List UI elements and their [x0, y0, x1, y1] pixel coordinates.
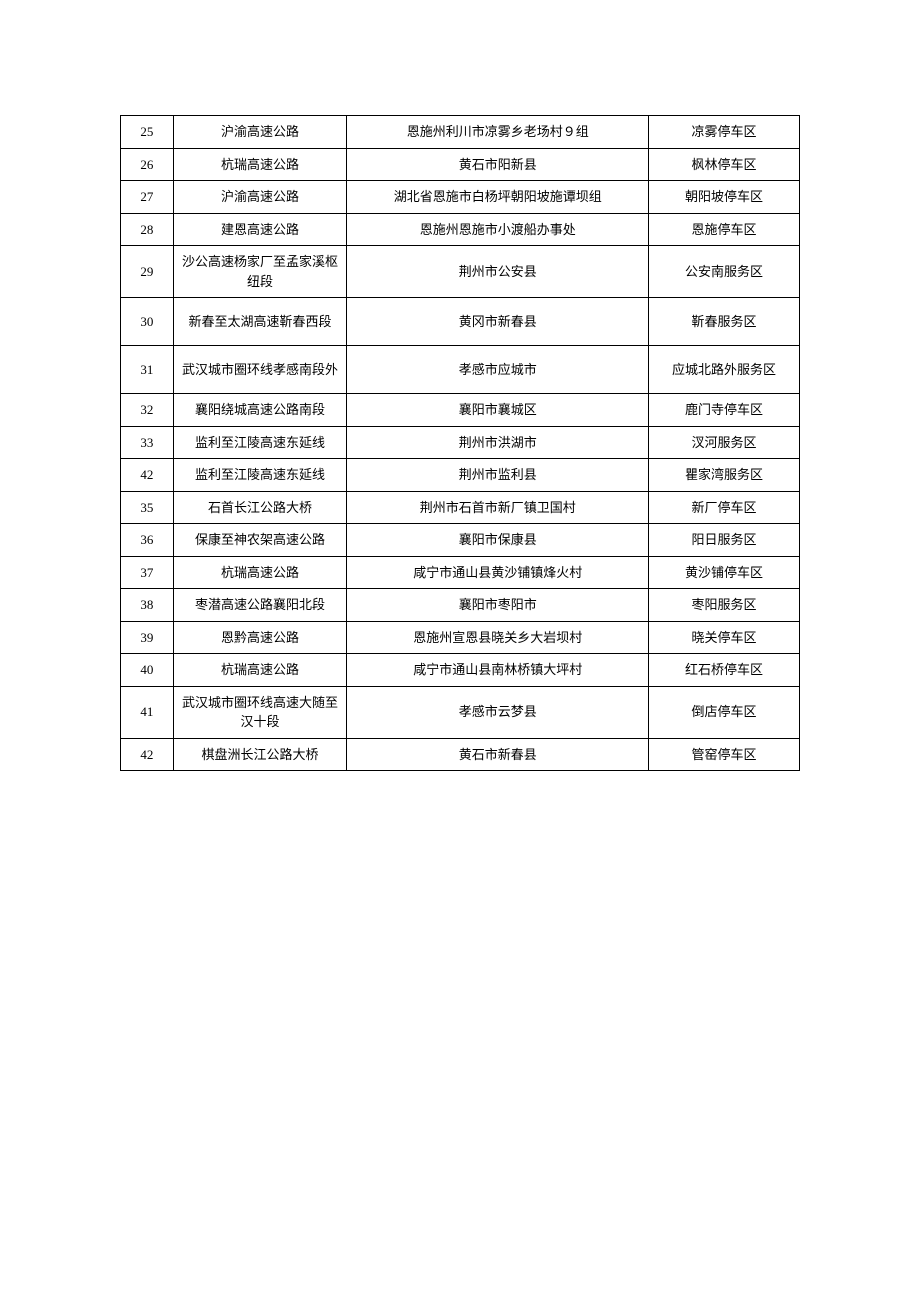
service-area-name: 凉雾停车区	[649, 116, 800, 149]
service-area-name: 朝阳坡停车区	[649, 181, 800, 214]
table-row: 28建恩高速公路恩施州恩施市小渡船办事处恩施停车区	[121, 213, 800, 246]
location: 襄阳市襄城区	[347, 394, 649, 427]
service-area-name: 靳春服务区	[649, 298, 800, 346]
road-name: 沙公高速杨家厂至孟家溪枢纽段	[173, 246, 347, 298]
service-area-name: 晓关停车区	[649, 621, 800, 654]
road-name: 杭瑞高速公路	[173, 556, 347, 589]
row-number: 25	[121, 116, 174, 149]
table-row: 38枣潜高速公路襄阳北段襄阳市枣阳市枣阳服务区	[121, 589, 800, 622]
service-area-name: 黄沙铺停车区	[649, 556, 800, 589]
service-area-name: 红石桥停车区	[649, 654, 800, 687]
road-name: 恩黔高速公路	[173, 621, 347, 654]
road-name: 监利至江陵高速东延线	[173, 426, 347, 459]
road-name: 襄阳绕城高速公路南段	[173, 394, 347, 427]
service-area-name: 应城北路外服务区	[649, 346, 800, 394]
row-number: 30	[121, 298, 174, 346]
location: 孝感市云梦县	[347, 686, 649, 738]
table-row: 29沙公高速杨家厂至孟家溪枢纽段荆州市公安县公安南服务区	[121, 246, 800, 298]
table-row: 35石首长江公路大桥荆州市石首市新厂镇卫国村新厂停车区	[121, 491, 800, 524]
location: 咸宁市通山县黄沙铺镇烽火村	[347, 556, 649, 589]
location: 湖北省恩施市白杨坪朝阳坡施谭坝组	[347, 181, 649, 214]
location: 黄石市阳新县	[347, 148, 649, 181]
road-name: 保康至神农架高速公路	[173, 524, 347, 557]
row-number: 35	[121, 491, 174, 524]
service-area-name: 瞿家湾服务区	[649, 459, 800, 492]
road-name: 武汉城市圈环线高速大随至汉十段	[173, 686, 347, 738]
location: 荆州市公安县	[347, 246, 649, 298]
road-name: 棋盘洲长江公路大桥	[173, 738, 347, 771]
table-row: 33监利至江陵高速东延线荆州市洪湖市汊河服务区	[121, 426, 800, 459]
service-area-name: 枣阳服务区	[649, 589, 800, 622]
table-row: 39恩黔高速公路恩施州宣恩县晓关乡大岩坝村晓关停车区	[121, 621, 800, 654]
road-name: 杭瑞高速公路	[173, 654, 347, 687]
road-name: 沪渝高速公路	[173, 116, 347, 149]
location: 荆州市石首市新厂镇卫国村	[347, 491, 649, 524]
table-row: 31武汉城市圈环线孝感南段外孝感市应城市应城北路外服务区	[121, 346, 800, 394]
service-area-name: 汊河服务区	[649, 426, 800, 459]
table-row: 27沪渝高速公路湖北省恩施市白杨坪朝阳坡施谭坝组朝阳坡停车区	[121, 181, 800, 214]
row-number: 27	[121, 181, 174, 214]
location: 襄阳市保康县	[347, 524, 649, 557]
service-area-name: 公安南服务区	[649, 246, 800, 298]
row-number: 33	[121, 426, 174, 459]
table-row: 25沪渝高速公路恩施州利川市凉雾乡老场村９组凉雾停车区	[121, 116, 800, 149]
row-number: 40	[121, 654, 174, 687]
location: 荆州市洪湖市	[347, 426, 649, 459]
location: 孝感市应城市	[347, 346, 649, 394]
road-name: 石首长江公路大桥	[173, 491, 347, 524]
road-name: 监利至江陵高速东延线	[173, 459, 347, 492]
service-area-table: 25沪渝高速公路恩施州利川市凉雾乡老场村９组凉雾停车区26杭瑞高速公路黄石市阳新…	[120, 115, 800, 771]
table-row: 42棋盘洲长江公路大桥黄石市新春县管窑停车区	[121, 738, 800, 771]
row-number: 37	[121, 556, 174, 589]
table-row: 40杭瑞高速公路咸宁市通山县南林桥镇大坪村红石桥停车区	[121, 654, 800, 687]
table-row: 41武汉城市圈环线高速大随至汉十段孝感市云梦县倒店停车区	[121, 686, 800, 738]
row-number: 42	[121, 459, 174, 492]
row-number: 36	[121, 524, 174, 557]
row-number: 38	[121, 589, 174, 622]
service-area-name: 阳日服务区	[649, 524, 800, 557]
road-name: 枣潜高速公路襄阳北段	[173, 589, 347, 622]
row-number: 39	[121, 621, 174, 654]
service-area-name: 鹿门寺停车区	[649, 394, 800, 427]
location: 襄阳市枣阳市	[347, 589, 649, 622]
location: 黄石市新春县	[347, 738, 649, 771]
table-row: 37杭瑞高速公路咸宁市通山县黄沙铺镇烽火村黄沙铺停车区	[121, 556, 800, 589]
table-body: 25沪渝高速公路恩施州利川市凉雾乡老场村９组凉雾停车区26杭瑞高速公路黄石市阳新…	[121, 116, 800, 771]
service-area-name: 管窑停车区	[649, 738, 800, 771]
location: 荆州市监利县	[347, 459, 649, 492]
table-row: 32襄阳绕城高速公路南段襄阳市襄城区鹿门寺停车区	[121, 394, 800, 427]
location: 恩施州宣恩县晓关乡大岩坝村	[347, 621, 649, 654]
row-number: 31	[121, 346, 174, 394]
table-row: 30新春至太湖高速靳春西段黄冈市新春县靳春服务区	[121, 298, 800, 346]
road-name: 建恩高速公路	[173, 213, 347, 246]
row-number: 28	[121, 213, 174, 246]
service-area-name: 新厂停车区	[649, 491, 800, 524]
road-name: 武汉城市圈环线孝感南段外	[173, 346, 347, 394]
row-number: 29	[121, 246, 174, 298]
row-number: 26	[121, 148, 174, 181]
road-name: 杭瑞高速公路	[173, 148, 347, 181]
location: 恩施州恩施市小渡船办事处	[347, 213, 649, 246]
row-number: 41	[121, 686, 174, 738]
service-area-name: 倒店停车区	[649, 686, 800, 738]
table-row: 26杭瑞高速公路黄石市阳新县枫林停车区	[121, 148, 800, 181]
row-number: 42	[121, 738, 174, 771]
table-row: 36保康至神农架高速公路襄阳市保康县阳日服务区	[121, 524, 800, 557]
location: 咸宁市通山县南林桥镇大坪村	[347, 654, 649, 687]
road-name: 新春至太湖高速靳春西段	[173, 298, 347, 346]
road-name: 沪渝高速公路	[173, 181, 347, 214]
service-area-name: 恩施停车区	[649, 213, 800, 246]
location: 黄冈市新春县	[347, 298, 649, 346]
service-area-name: 枫林停车区	[649, 148, 800, 181]
location: 恩施州利川市凉雾乡老场村９组	[347, 116, 649, 149]
table-row: 42监利至江陵高速东延线荆州市监利县瞿家湾服务区	[121, 459, 800, 492]
row-number: 32	[121, 394, 174, 427]
